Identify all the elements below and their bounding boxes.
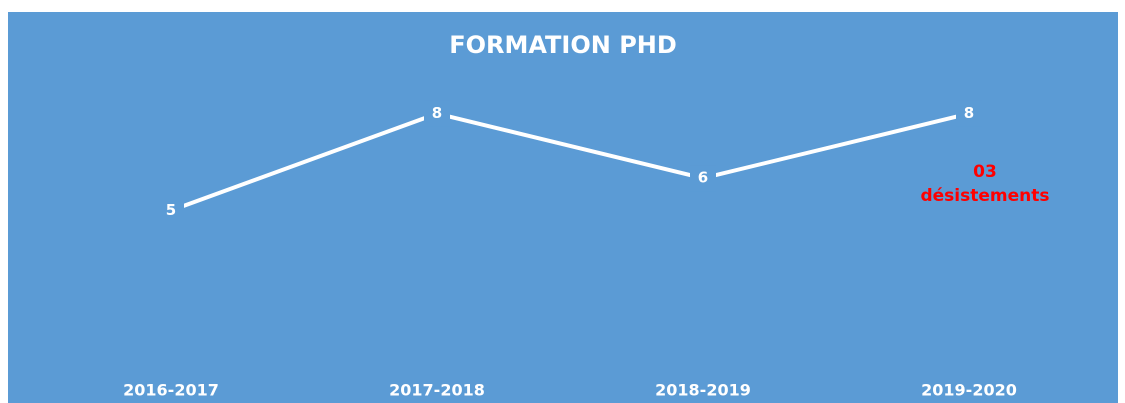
- x-tick-label: 2017-2018: [389, 381, 485, 400]
- label-background: [690, 165, 716, 192]
- label-background: [424, 100, 450, 127]
- line: [170, 111, 970, 213]
- x-tick-label: 2018-2019: [655, 381, 751, 400]
- data-label: 6: [698, 169, 708, 187]
- plot-background: [8, 12, 1118, 403]
- data-label: 5: [166, 201, 176, 219]
- annotation: 03: [973, 162, 997, 182]
- annotation: désistements: [920, 186, 1049, 206]
- data-label: 8: [432, 104, 442, 122]
- chart-title: FORMATION PHD: [449, 31, 677, 59]
- x-tick-label: 2016-2017: [123, 381, 219, 400]
- label-background: [158, 197, 184, 224]
- label-background: [956, 100, 982, 127]
- x-tick-label: 2019-2020: [921, 381, 1017, 400]
- data-label: 8: [964, 104, 974, 122]
